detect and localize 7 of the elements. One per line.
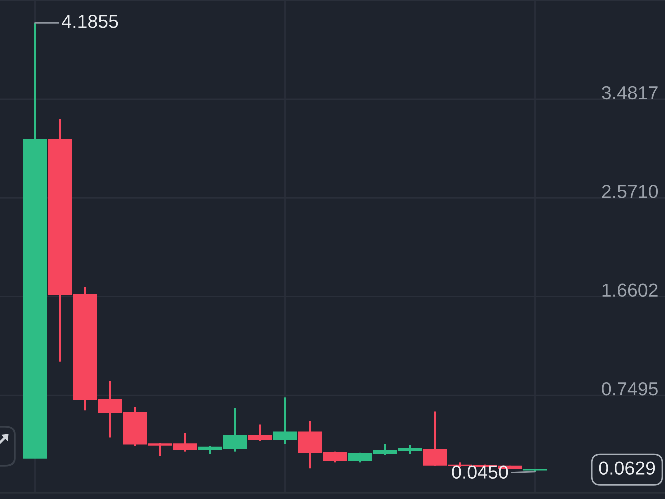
text: 0.0629 bbox=[599, 462, 656, 475]
y-tick-label: 1.6602 bbox=[602, 284, 658, 298]
annotation: 4.1855 bbox=[62, 14, 118, 28]
y-tick-label: 2.5710 bbox=[602, 185, 658, 198]
y-tick-label: 3.4817 bbox=[602, 86, 658, 100]
annotation: 0.0450 bbox=[452, 466, 508, 479]
y-tick-label: 0.7495 bbox=[602, 382, 658, 396]
